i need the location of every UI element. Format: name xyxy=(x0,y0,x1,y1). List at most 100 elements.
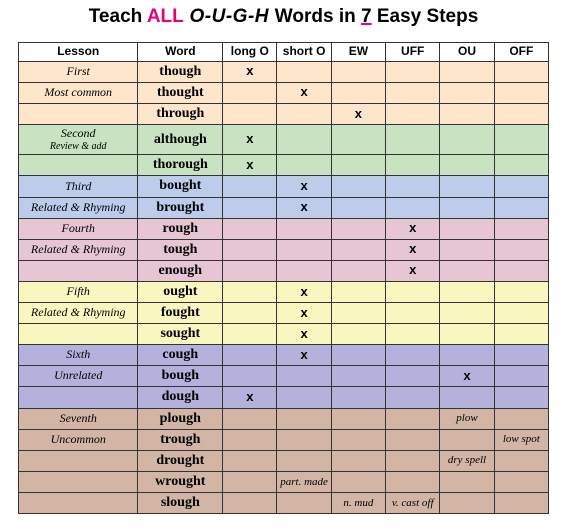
mark-cell xyxy=(386,82,440,103)
lesson-cell: Fifth xyxy=(19,281,138,302)
word-cell: cough xyxy=(138,345,223,366)
word-cell: through xyxy=(138,103,223,124)
table-row: Uncommontrough low spot xyxy=(19,429,549,450)
mark-cell xyxy=(386,303,440,324)
table-row: sloughn. mudv. cast off xyxy=(19,492,549,513)
word-cell: though xyxy=(138,61,223,82)
mark-cell xyxy=(386,429,440,450)
mark-cell xyxy=(331,303,385,324)
table-header-row: LessonWordlong Oshort OEWUFFOUOFF xyxy=(19,43,549,62)
mark-cell xyxy=(386,324,440,345)
mark-cell xyxy=(223,324,277,345)
mark-cell xyxy=(440,61,494,82)
word-cell: trough xyxy=(138,429,223,450)
table-row: doughx xyxy=(19,387,549,408)
mark-cell xyxy=(494,387,548,408)
mark-cell xyxy=(440,345,494,366)
mark-cell xyxy=(440,125,494,155)
mark-cell xyxy=(331,155,385,176)
mark-cell xyxy=(331,408,385,429)
table-row: wroughtpart. made xyxy=(19,471,549,492)
table-row: drought dry spell xyxy=(19,450,549,471)
lesson-cell: Unrelated xyxy=(19,366,138,387)
title-ough: O-U-G-H xyxy=(184,6,275,27)
mark-cell xyxy=(386,450,440,471)
mark-cell xyxy=(277,239,331,260)
mark-cell xyxy=(494,82,548,103)
lesson-cell xyxy=(19,260,138,281)
mark-cell xyxy=(494,345,548,366)
mark-cell xyxy=(494,176,548,197)
word-cell: dough xyxy=(138,387,223,408)
table-row: Fourthroughx xyxy=(19,218,549,239)
mark-cell xyxy=(494,239,548,260)
mark-cell xyxy=(223,366,277,387)
mark-cell: x xyxy=(386,260,440,281)
word-cell: bought xyxy=(138,176,223,197)
word-cell: bough xyxy=(138,366,223,387)
mark-cell xyxy=(223,176,277,197)
mark-cell xyxy=(277,450,331,471)
mark-cell: x xyxy=(277,197,331,218)
table-row: thoroughx xyxy=(19,155,549,176)
word-cell: drought xyxy=(138,450,223,471)
lesson-cell: Related & Rhyming xyxy=(19,197,138,218)
col-header: OU xyxy=(440,43,494,62)
mark-cell xyxy=(331,324,385,345)
mark-cell xyxy=(331,218,385,239)
table-row: Related & Rhymingbroughtx xyxy=(19,197,549,218)
word-cell: although xyxy=(138,125,223,155)
col-header: Lesson xyxy=(19,43,138,62)
table-row: Fifthoughtx xyxy=(19,281,549,302)
mark-cell xyxy=(440,103,494,124)
mark-cell xyxy=(277,366,331,387)
table-row: Related & Rhymingtoughx xyxy=(19,239,549,260)
mark-cell xyxy=(223,197,277,218)
mark-cell xyxy=(440,218,494,239)
mark-cell xyxy=(331,125,385,155)
col-header: short O xyxy=(277,43,331,62)
mark-cell xyxy=(494,218,548,239)
mark-cell xyxy=(494,125,548,155)
mark-cell xyxy=(494,471,548,492)
lesson-cell: Fourth xyxy=(19,218,138,239)
mark-cell xyxy=(277,103,331,124)
word-cell: rough xyxy=(138,218,223,239)
mark-cell xyxy=(386,125,440,155)
mark-cell xyxy=(386,103,440,124)
mark-cell xyxy=(386,61,440,82)
title-pre: Teach xyxy=(89,6,147,27)
lesson-cell xyxy=(19,450,138,471)
table-row: Thirdboughtx xyxy=(19,176,549,197)
table-row: throughx xyxy=(19,103,549,124)
mark-cell xyxy=(440,155,494,176)
mark-cell xyxy=(331,82,385,103)
mark-cell xyxy=(331,429,385,450)
table-row: Related & Rhymingfoughtx xyxy=(19,303,549,324)
table-row: Most commonthoughtx xyxy=(19,82,549,103)
mark-cell xyxy=(331,260,385,281)
mark-cell xyxy=(386,197,440,218)
mark-cell xyxy=(386,408,440,429)
mark-cell xyxy=(440,429,494,450)
mark-cell xyxy=(494,197,548,218)
mark-cell xyxy=(223,429,277,450)
mark-cell xyxy=(331,61,385,82)
note-cell: dry spell xyxy=(440,450,494,471)
mark-cell xyxy=(223,492,277,513)
mark-cell xyxy=(440,260,494,281)
mark-cell xyxy=(440,324,494,345)
lesson-cell: Uncommon xyxy=(19,429,138,450)
mark-cell xyxy=(494,303,548,324)
col-header: long O xyxy=(223,43,277,62)
mark-cell xyxy=(494,366,548,387)
title-mid: Words in xyxy=(275,6,361,27)
lesson-cell xyxy=(19,324,138,345)
note-cell: low spot xyxy=(494,429,548,450)
mark-cell xyxy=(331,176,385,197)
mark-cell xyxy=(386,281,440,302)
mark-cell xyxy=(440,303,494,324)
mark-cell xyxy=(223,239,277,260)
mark-cell xyxy=(386,471,440,492)
title-seven: 7 xyxy=(361,6,372,27)
